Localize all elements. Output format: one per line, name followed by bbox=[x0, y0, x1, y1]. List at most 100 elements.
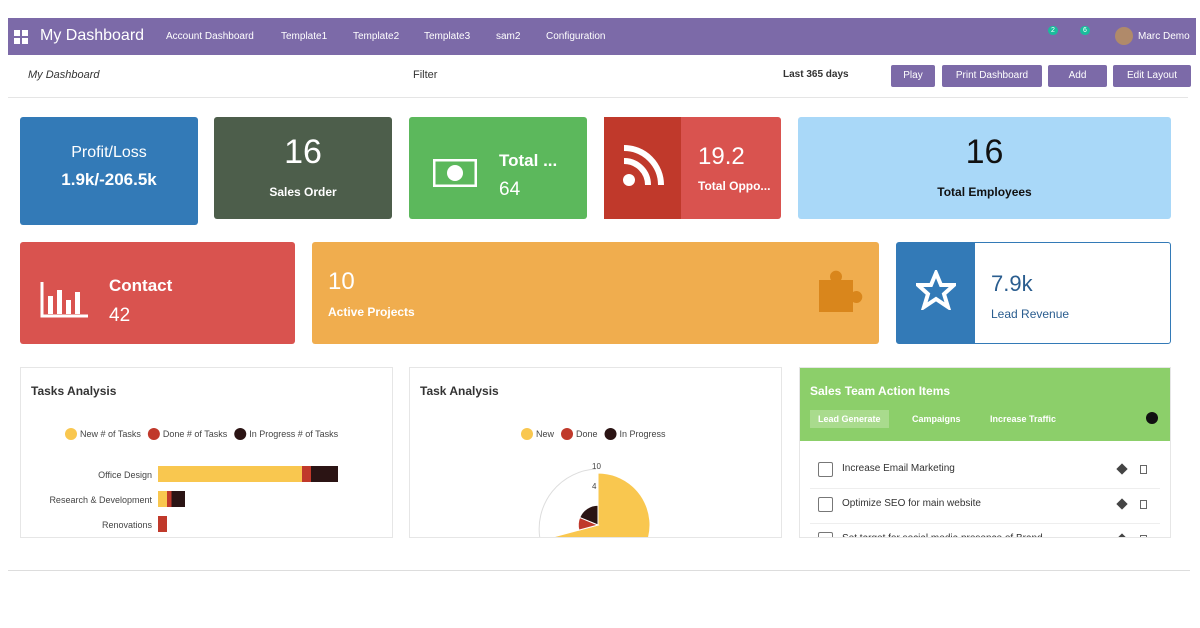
date-range[interactable]: Last 365 days bbox=[783, 69, 849, 80]
bar-segment bbox=[158, 516, 167, 532]
tile-value: 42 bbox=[109, 305, 131, 326]
tile-value: 1.9k/-206.5k bbox=[61, 170, 157, 189]
tile[interactable]: Contact 42 bbox=[20, 242, 295, 344]
category-label: Renovations bbox=[102, 520, 153, 530]
category-label: Office Design bbox=[98, 470, 152, 480]
legend-label: Done # of Tasks bbox=[163, 429, 228, 439]
category-label: Research & Development bbox=[49, 495, 152, 505]
panel: Task Analysis New Done In Progress 10 4 bbox=[409, 367, 782, 538]
navbar: My Dashboard Account Dashboard Template1… bbox=[8, 18, 1196, 55]
legend-label: In Progress bbox=[620, 429, 667, 439]
money-icon bbox=[433, 159, 477, 187]
delete-icon[interactable] bbox=[1140, 500, 1147, 509]
menu-item[interactable]: Configuration bbox=[546, 31, 606, 42]
gauge-tick: 10 bbox=[592, 462, 601, 471]
legend-swatch bbox=[604, 428, 617, 440]
menu-item[interactable]: Account Dashboard bbox=[166, 31, 254, 42]
menu-item[interactable]: Template3 bbox=[424, 31, 471, 42]
tile-label: Lead Revenue bbox=[991, 307, 1070, 321]
play-button[interactable]: Play bbox=[891, 65, 935, 87]
tile-label: Contact bbox=[109, 276, 173, 295]
add-button[interactable]: Add bbox=[1048, 65, 1107, 87]
tile-label: Total Employees bbox=[937, 185, 1032, 199]
avatar[interactable] bbox=[1115, 27, 1133, 45]
menu-item[interactable]: Template1 bbox=[281, 31, 328, 42]
legend-label: New # of Tasks bbox=[80, 429, 141, 439]
gauge-tick: 4 bbox=[592, 482, 597, 491]
badge[interactable]: 2 bbox=[1048, 26, 1058, 35]
bar-segment bbox=[158, 491, 167, 507]
tile-value: 19.2 bbox=[698, 143, 745, 170]
divider bbox=[8, 570, 1190, 571]
bar-segment bbox=[171, 491, 185, 507]
toolbar: My Dashboard Filter Last 365 days Play P… bbox=[8, 55, 1191, 98]
pie-chart: New Done In Progress 10 4 bbox=[521, 428, 667, 537]
star-icon bbox=[916, 270, 956, 310]
add-item[interactable] bbox=[1146, 412, 1158, 424]
gauge-arc bbox=[538, 468, 597, 537]
bar-segment bbox=[167, 491, 172, 507]
tile-label: Active Projects bbox=[328, 305, 415, 319]
tile-value: 10 bbox=[328, 268, 355, 295]
bar-segment bbox=[302, 466, 311, 482]
tile[interactable]: Total ... 64 bbox=[409, 117, 587, 219]
edit-icon[interactable] bbox=[1116, 533, 1128, 537]
panel-title: Task Analysis bbox=[420, 384, 499, 398]
legend-swatch bbox=[561, 428, 574, 440]
apps-icon[interactable] bbox=[14, 30, 28, 44]
legend-swatch bbox=[234, 428, 247, 440]
tile-value: 7.9k bbox=[991, 271, 1033, 296]
tab[interactable]: Lead Generate bbox=[810, 410, 889, 428]
item-divider bbox=[810, 523, 1160, 524]
tile-value: 16 bbox=[965, 133, 1004, 171]
bar-segment bbox=[158, 466, 302, 482]
legend-swatch bbox=[65, 428, 77, 440]
tab[interactable]: Campaigns bbox=[912, 414, 961, 424]
item-label: Increase Email Marketing bbox=[842, 463, 955, 474]
tile[interactable]: 10 Active Projects bbox=[312, 242, 879, 344]
puzzle-icon bbox=[819, 270, 863, 312]
pie-slice bbox=[579, 504, 599, 526]
item-divider bbox=[810, 488, 1160, 489]
item-label: Set target for social media presence of … bbox=[842, 533, 1043, 537]
delete-icon[interactable] bbox=[1140, 465, 1147, 474]
menu-item[interactable]: sam2 bbox=[496, 31, 521, 42]
edit-layout-button[interactable]: Edit Layout bbox=[1113, 65, 1191, 87]
print-button[interactable]: Print Dashboard bbox=[942, 65, 1042, 87]
legend-label: In Progress # of Tasks bbox=[249, 429, 338, 439]
legend-label: Done bbox=[576, 429, 598, 439]
tile[interactable]: 19.2 Total Oppo... bbox=[604, 117, 781, 219]
checkbox[interactable] bbox=[818, 462, 833, 477]
tile-label: Total Oppo... bbox=[698, 179, 771, 193]
user-name[interactable]: Marc Demo bbox=[1138, 31, 1190, 42]
legend-swatch bbox=[521, 428, 533, 440]
tile-label: Total ... bbox=[499, 151, 558, 170]
tile[interactable]: 16 Sales Order bbox=[214, 117, 392, 219]
filter[interactable]: Filter bbox=[413, 69, 438, 81]
edit-icon[interactable] bbox=[1116, 463, 1128, 475]
legend-label: New bbox=[536, 429, 555, 439]
panel: Sales Team Action Items Lead Generate Ca… bbox=[799, 367, 1171, 538]
dashboard-select[interactable]: My Dashboard bbox=[28, 69, 100, 81]
legend-swatch bbox=[147, 428, 160, 440]
bar-segment bbox=[311, 466, 338, 482]
tile-value: 64 bbox=[499, 179, 521, 200]
rss-icon bbox=[623, 145, 664, 186]
menu-item[interactable]: Template2 bbox=[353, 31, 400, 42]
panel-title: Tasks Analysis bbox=[31, 384, 117, 398]
bar-chart: New # of Tasks Done # of Tasks In Progress… bbox=[49, 428, 339, 532]
tile-icon-area bbox=[897, 243, 975, 343]
tile[interactable]: Profit/Loss 1.9k/-206.5k bbox=[20, 117, 198, 225]
tile-label: Profit/Loss bbox=[71, 144, 147, 161]
tab[interactable]: Increase Traffic bbox=[990, 414, 1057, 424]
delete-icon[interactable] bbox=[1140, 535, 1147, 537]
tile[interactable]: 16 Total Employees bbox=[798, 117, 1171, 219]
edit-icon[interactable] bbox=[1116, 498, 1128, 510]
brand[interactable]: My Dashboard bbox=[40, 27, 145, 44]
panel-title: Sales Team Action Items bbox=[810, 384, 951, 398]
badge[interactable]: 6 bbox=[1080, 26, 1090, 35]
checkbox[interactable] bbox=[818, 532, 833, 537]
tile[interactable]: 7.9k Lead Revenue bbox=[896, 242, 1171, 344]
checkbox[interactable] bbox=[818, 497, 833, 512]
